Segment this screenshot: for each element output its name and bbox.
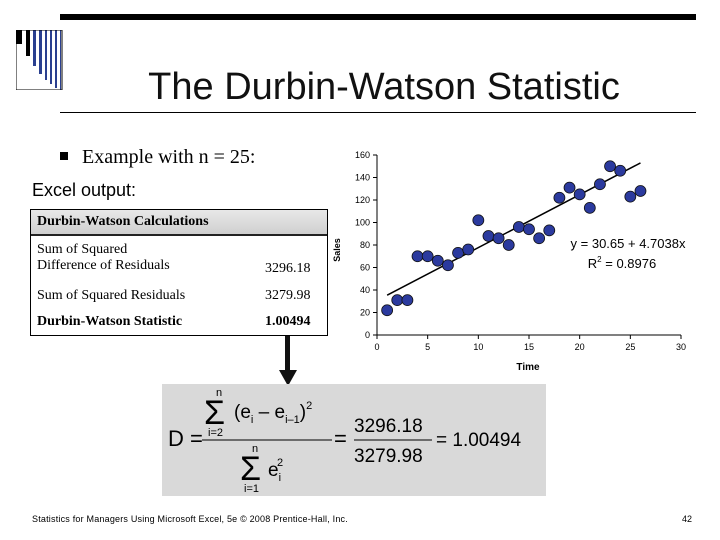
numerator-expression: (ei – ei–1)2 bbox=[234, 400, 312, 426]
y-tick-label: 0 bbox=[365, 330, 370, 340]
y-tick-label: 100 bbox=[355, 218, 370, 228]
row-value: 1.00494 bbox=[265, 314, 311, 329]
data-point bbox=[512, 221, 525, 233]
x-tick-label: 10 bbox=[473, 342, 483, 352]
row-value: 3296.18 bbox=[265, 261, 311, 276]
numerator-upper-limit: n bbox=[216, 387, 222, 399]
x-tick-label: 15 bbox=[524, 342, 534, 352]
data-point bbox=[604, 160, 616, 173]
row-label: Sum of Squared Residuals bbox=[37, 288, 186, 303]
y-tick-label: 80 bbox=[360, 240, 370, 250]
durbin-watson-table: Durbin-Watson Calculations Sum of Square… bbox=[30, 209, 328, 336]
x-tick-label: 20 bbox=[575, 342, 585, 352]
data-point bbox=[482, 230, 495, 242]
y-tick-label: 40 bbox=[360, 285, 370, 295]
data-point bbox=[472, 214, 485, 227]
denominator-value: 3279.98 bbox=[354, 446, 423, 467]
data-point bbox=[624, 190, 637, 203]
data-point bbox=[431, 254, 444, 267]
durbin-watson-formula: D = n Σ i=2 (ei – ei–1)2 n Σ i=1 ei2 = 3… bbox=[162, 384, 546, 496]
data-point bbox=[563, 181, 576, 194]
data-point bbox=[492, 232, 505, 245]
y-tick-label: 120 bbox=[355, 195, 370, 205]
denominator-upper-limit: n bbox=[252, 443, 258, 455]
x-tick-label: 5 bbox=[425, 342, 430, 352]
y-tick-label: 160 bbox=[355, 150, 370, 160]
row-label-line1: Sum of Squared bbox=[37, 242, 128, 257]
row-label: Sum of Squared Difference of Residuals bbox=[37, 242, 257, 274]
data-point bbox=[391, 294, 404, 307]
down-arrow-icon bbox=[279, 336, 297, 386]
data-point bbox=[573, 188, 586, 201]
data-point bbox=[543, 224, 556, 237]
data-point bbox=[533, 232, 546, 245]
row-value: 3279.98 bbox=[265, 288, 311, 303]
data-point bbox=[452, 246, 464, 259]
r-squared-label: R2 = 0.8976 bbox=[588, 255, 656, 271]
row-label-line2: Difference of Residuals bbox=[37, 258, 170, 273]
row-label: Durbin-Watson Statistic bbox=[37, 314, 183, 329]
numerator-sigma-icon: Σ bbox=[204, 394, 225, 432]
formula-result: = 1.00494 bbox=[436, 430, 521, 451]
y-axis-label: Sales bbox=[332, 238, 342, 262]
x-tick-label: 30 bbox=[676, 342, 686, 352]
title-rule bbox=[60, 112, 696, 113]
data-point bbox=[462, 243, 475, 256]
data-point bbox=[614, 164, 627, 177]
formula-lhs: D bbox=[168, 426, 184, 451]
data-point bbox=[594, 178, 606, 191]
data-point bbox=[411, 250, 424, 263]
data-point bbox=[523, 223, 535, 236]
data-point bbox=[502, 239, 515, 251]
scatter-chart: 0 20 40 60 80 100 120 140 160 0 5 10 15 20 25 30 Sales… bbox=[332, 150, 686, 373]
decorative-bars bbox=[16, 30, 63, 90]
data-point bbox=[401, 294, 414, 307]
data-points bbox=[381, 160, 647, 317]
data-point bbox=[442, 259, 454, 272]
top-rule bbox=[60, 14, 696, 20]
data-point bbox=[583, 201, 596, 214]
numerator-lower-limit: i=2 bbox=[208, 427, 223, 439]
trend-equation: y = 30.65 + 4.7038x bbox=[571, 236, 686, 251]
y-tick-label: 20 bbox=[360, 308, 370, 318]
table-header: Durbin-Watson Calculations bbox=[31, 210, 327, 236]
numerator-value: 3296.18 bbox=[354, 416, 423, 437]
x-axis-ticks: 0 5 10 15 20 25 30 bbox=[374, 335, 686, 352]
data-point bbox=[634, 185, 647, 197]
formula-eq-2: = bbox=[334, 426, 347, 451]
footer-citation: Statistics for Managers Using Microsoft … bbox=[32, 514, 348, 524]
data-point bbox=[381, 304, 394, 317]
denominator-expression: ei2 bbox=[268, 457, 283, 484]
bullet-line: Example with n = 25: bbox=[60, 146, 255, 169]
formula-eq: = bbox=[190, 426, 203, 451]
x-tick-label: 25 bbox=[625, 342, 635, 352]
data-point bbox=[421, 250, 434, 263]
bullet-text: Example with n = 25: bbox=[82, 146, 256, 168]
slide-title: The Durbin-Watson Statistic bbox=[148, 66, 620, 108]
denominator-sigma-icon: Σ bbox=[240, 450, 261, 488]
x-axis-label: Time bbox=[516, 362, 540, 373]
data-point bbox=[553, 191, 566, 204]
y-tick-label: 60 bbox=[360, 263, 370, 273]
denominator-lower-limit: i=1 bbox=[244, 483, 259, 495]
excel-output-label: Excel output: bbox=[32, 180, 137, 200]
y-tick-label: 140 bbox=[355, 173, 370, 183]
y-axis-ticks: 0 20 40 60 80 100 120 140 160 bbox=[355, 150, 377, 340]
bullet-square-icon bbox=[60, 152, 68, 161]
x-tick-label: 0 bbox=[374, 342, 379, 352]
page-number: 42 bbox=[682, 514, 693, 524]
